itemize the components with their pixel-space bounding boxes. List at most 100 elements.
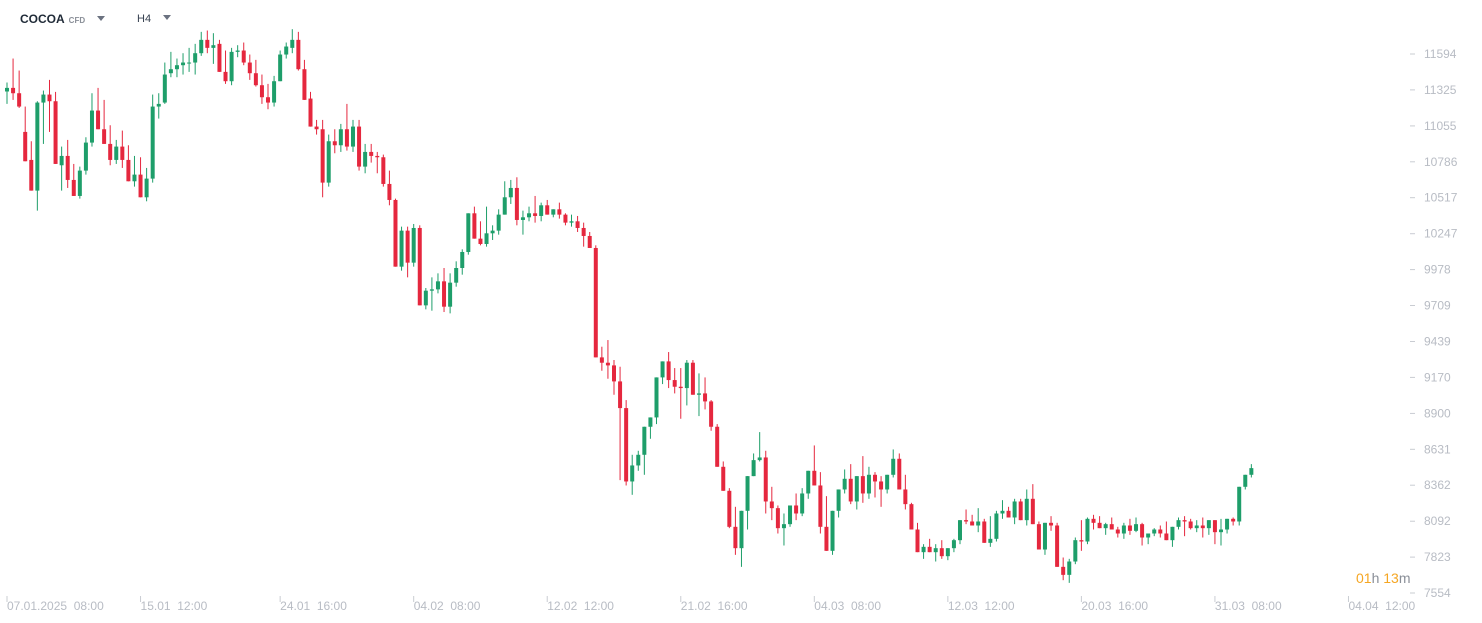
candle	[1212, 520, 1217, 545]
candle	[593, 245, 598, 358]
candle-body	[721, 466, 726, 491]
candle	[794, 493, 799, 521]
candle	[150, 94, 155, 183]
candle	[490, 225, 495, 240]
chevron-down-icon[interactable]	[163, 14, 172, 20]
candle-body	[903, 489, 908, 505]
candle-body	[939, 548, 944, 557]
candle	[581, 222, 586, 247]
candle	[660, 361, 665, 385]
candle-body	[909, 504, 914, 530]
candle	[1079, 520, 1084, 551]
candle	[757, 432, 762, 462]
candle	[1049, 516, 1054, 531]
candle-body	[1200, 525, 1205, 529]
candle-body	[168, 69, 173, 74]
candle	[696, 373, 701, 417]
candle	[514, 177, 519, 226]
candle	[387, 170, 392, 206]
candle-body	[745, 476, 750, 511]
y-tick-label: 7554	[1424, 586, 1451, 600]
candle-body	[1134, 524, 1139, 531]
chevron-down-icon[interactable]	[97, 16, 106, 21]
candle	[1127, 518, 1132, 535]
candle	[903, 474, 908, 510]
candle	[205, 30, 210, 54]
symbol-selector[interactable]: COCOA CFD	[20, 12, 106, 26]
candle	[308, 91, 313, 127]
x-tick-label: 20.03 16:00	[1081, 599, 1148, 613]
candle-body	[253, 73, 258, 86]
candle	[363, 143, 368, 174]
candle-body	[763, 457, 768, 502]
timeframe-selector[interactable]: H4	[137, 13, 172, 25]
x-tick-label: 21.02 16:00	[681, 599, 748, 613]
candle-body	[648, 417, 653, 427]
candle	[715, 424, 720, 467]
candle	[885, 474, 890, 494]
candle-body	[533, 213, 538, 216]
candle-body	[957, 520, 962, 541]
candle	[502, 181, 507, 215]
y-tick-label: 10247	[1424, 227, 1458, 241]
candle	[302, 59, 307, 100]
candle-body	[150, 106, 155, 179]
candle	[612, 360, 616, 395]
candle	[466, 213, 471, 255]
candle-body	[539, 205, 544, 216]
candle	[332, 129, 337, 154]
candle	[272, 75, 277, 107]
candle	[1067, 558, 1072, 583]
candle	[860, 456, 865, 503]
x-tick-label: 24.01 16:00	[280, 599, 347, 613]
y-tick-label: 10517	[1424, 191, 1458, 205]
candle-body	[1042, 522, 1047, 550]
candle-body	[581, 227, 586, 236]
candle	[988, 516, 993, 547]
candle-body	[1212, 520, 1217, 533]
candle-body	[89, 110, 94, 143]
candle	[5, 82, 9, 104]
candle	[278, 50, 283, 82]
candle-body	[842, 478, 847, 490]
y-tick-label: 11594	[1424, 47, 1457, 61]
candle-body	[138, 174, 143, 198]
candle	[836, 489, 841, 518]
y-tick-label: 9978	[1424, 263, 1451, 277]
candle-body	[1206, 520, 1211, 529]
candle-countdown: 01h 13m	[1356, 570, 1411, 586]
candle	[29, 141, 34, 191]
candle	[1097, 516, 1102, 529]
candle	[533, 195, 538, 223]
candle-body	[751, 460, 756, 477]
chart-toolbar: COCOA CFD H4	[0, 0, 300, 36]
candle-body	[854, 476, 859, 502]
candle-body	[1091, 518, 1096, 523]
candle-body	[520, 217, 525, 220]
candle-body	[187, 62, 192, 64]
candle	[472, 206, 477, 239]
candle	[320, 119, 325, 198]
y-tick-label: 10786	[1424, 155, 1458, 169]
candle	[350, 119, 355, 152]
candle-body	[235, 50, 240, 52]
candle-body	[1073, 540, 1078, 562]
candle	[879, 476, 884, 507]
candle-body	[879, 481, 884, 490]
candle-body	[1225, 518, 1230, 530]
candle-body	[344, 129, 349, 147]
candle-body	[65, 155, 70, 180]
candle-body	[1176, 520, 1181, 527]
candle	[1188, 518, 1193, 530]
candle-body	[369, 151, 374, 156]
candle-body	[490, 230, 495, 234]
candle-body	[484, 233, 489, 244]
candle-body	[266, 97, 271, 103]
candle-body	[41, 94, 46, 103]
candle-body	[435, 281, 440, 290]
candle-body	[144, 178, 149, 198]
candle	[806, 470, 811, 499]
candle-body	[593, 247, 598, 358]
y-tick-label: 9709	[1424, 298, 1451, 312]
